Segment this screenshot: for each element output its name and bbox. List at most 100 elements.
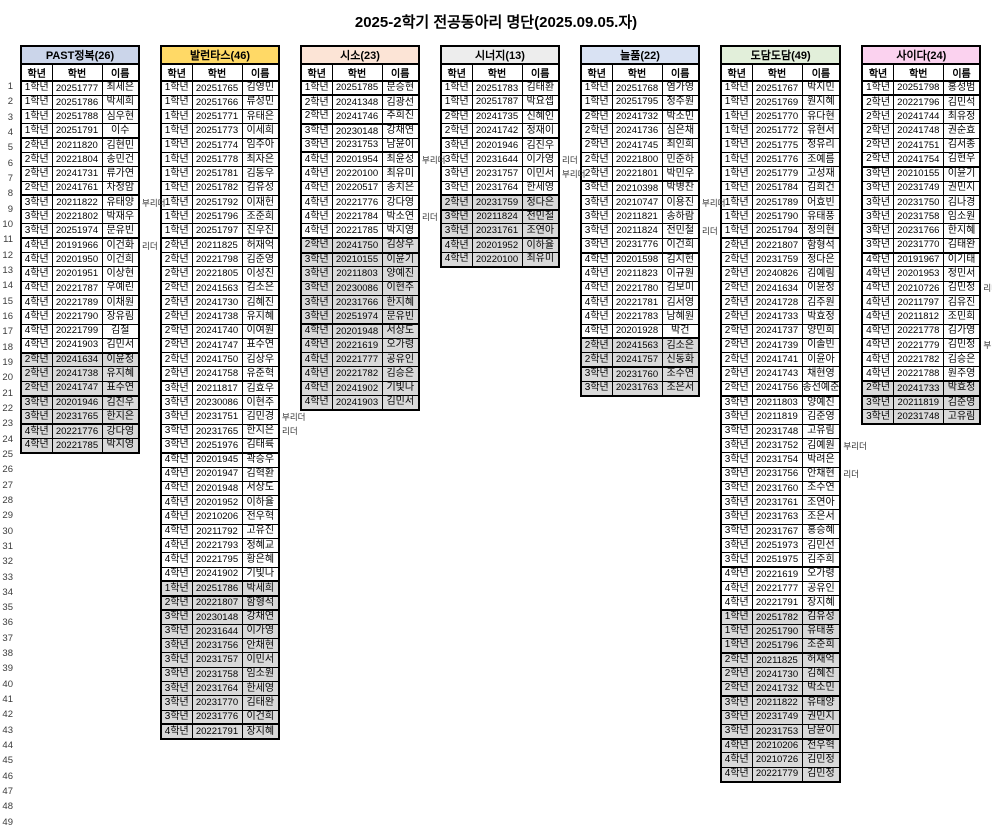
name-cell[interactable]: 이민서 xyxy=(241,652,280,668)
name-cell[interactable]: 서상도 xyxy=(241,480,280,497)
name-cell[interactable]: 이건희 xyxy=(241,709,280,725)
grade-cell[interactable]: 4학년 xyxy=(160,495,193,511)
name-cell[interactable]: 정다은 xyxy=(521,194,560,211)
grade-cell[interactable]: 4학년 xyxy=(20,294,53,311)
student-id-cell[interactable]: 20221785 xyxy=(331,223,383,239)
grade-cell[interactable]: 3학년 xyxy=(720,394,753,411)
grade-cell[interactable]: 1학년 xyxy=(20,80,53,96)
name-cell[interactable]: 임주아 xyxy=(241,137,280,153)
name-cell[interactable]: 송하람 xyxy=(661,209,700,225)
grade-cell[interactable]: 1학년 xyxy=(720,623,753,640)
student-id-cell[interactable]: 20241902 xyxy=(331,380,383,397)
name-cell[interactable]: 김상우 xyxy=(381,237,420,254)
student-id-cell[interactable]: 20220100 xyxy=(331,166,383,182)
student-id-cell[interactable]: 20221807 xyxy=(751,237,803,254)
name-cell[interactable]: 안채현 리더 xyxy=(801,466,859,482)
student-id-cell[interactable]: 20251783 xyxy=(471,80,523,96)
name-cell[interactable]: 이윤정 xyxy=(101,351,140,368)
name-cell[interactable]: 정재이 xyxy=(521,123,560,139)
grade-cell[interactable]: 3학년 xyxy=(440,180,473,196)
grade-cell[interactable]: 3학년 xyxy=(720,694,753,711)
grade-cell[interactable]: 3학년 xyxy=(720,495,753,511)
student-id-cell[interactable]: 20211825 xyxy=(191,237,243,254)
name-cell[interactable]: 송치은 xyxy=(381,180,420,196)
row-number[interactable]: 35 xyxy=(2,602,13,614)
name-cell[interactable]: 강다영 xyxy=(381,194,420,211)
student-id-cell[interactable]: 20211819 xyxy=(751,409,803,425)
club-name-header[interactable]: PAST정복(26) xyxy=(20,45,140,65)
name-cell[interactable]: 남윤이 xyxy=(381,137,420,153)
name-cell[interactable]: 강채연 xyxy=(381,122,420,139)
student-id-cell[interactable]: 20241563 xyxy=(611,337,663,354)
student-id-cell[interactable]: 20251786 xyxy=(51,94,103,111)
name-cell[interactable]: 정혜교 xyxy=(241,537,280,554)
name-cell[interactable]: 김가영 xyxy=(942,323,981,339)
grade-cell[interactable]: 1학년 xyxy=(20,123,53,139)
row-number[interactable]: 31 xyxy=(2,540,13,552)
name-cell[interactable]: 이윤기 xyxy=(381,251,420,268)
grade-cell[interactable]: 2학년 xyxy=(160,594,193,611)
club-name-header[interactable]: 사이다(24) xyxy=(861,45,982,65)
name-cell[interactable]: 문유빈 xyxy=(101,223,140,239)
grade-cell[interactable]: 3학년 xyxy=(20,394,53,411)
student-id-cell[interactable]: 20231748 xyxy=(751,423,803,439)
name-cell[interactable]: 공유인 xyxy=(801,580,841,597)
grade-cell[interactable]: 2학년 xyxy=(20,151,53,168)
student-id-cell[interactable]: 20231770 xyxy=(892,237,944,254)
grade-cell[interactable]: 1학년 xyxy=(160,123,193,139)
name-cell[interactable]: 조준희 xyxy=(801,638,841,654)
name-cell[interactable]: 어효빈 xyxy=(801,194,841,211)
name-cell[interactable]: 이상현 xyxy=(101,266,140,282)
name-cell[interactable]: 김민서 xyxy=(381,395,420,411)
row-number[interactable]: 33 xyxy=(2,571,13,583)
student-id-cell[interactable]: 20231761 xyxy=(471,223,523,239)
name-cell[interactable]: 김예림 xyxy=(801,266,841,282)
student-id-cell[interactable]: 20251791 xyxy=(51,123,103,139)
name-cell[interactable]: 전민철 리더 xyxy=(661,223,718,239)
student-id-cell[interactable]: 20251976 xyxy=(191,437,243,454)
name-cell[interactable]: 김나경 xyxy=(942,194,981,211)
student-id-cell[interactable]: 20231764 xyxy=(471,180,523,196)
grade-cell[interactable]: 3학년 xyxy=(440,166,473,182)
student-id-cell[interactable]: 20231763 xyxy=(751,509,803,525)
name-cell[interactable]: 박건 xyxy=(661,323,700,339)
student-id-cell[interactable]: 20251767 xyxy=(751,80,803,96)
grade-cell[interactable]: 1학년 xyxy=(720,80,753,96)
name-cell[interactable]: 원지혜 xyxy=(801,94,841,111)
student-id-cell[interactable]: 20241738 xyxy=(191,309,243,325)
name-cell[interactable]: 류성민 xyxy=(241,94,280,111)
grade-cell[interactable]: 1학년 xyxy=(160,151,193,168)
grade-cell[interactable]: 3학년 xyxy=(300,294,333,311)
row-number[interactable]: 40 xyxy=(2,678,13,690)
student-id-cell[interactable]: 20231756 xyxy=(191,638,243,654)
row-number[interactable]: 34 xyxy=(2,586,13,598)
grade-cell[interactable]: 1학년 xyxy=(580,94,613,111)
grade-cell[interactable]: 3학년 xyxy=(861,394,894,411)
grade-cell[interactable]: 4학년 xyxy=(160,451,193,468)
student-id-cell[interactable]: 20211821 xyxy=(611,209,663,225)
name-cell[interactable]: 차정암 xyxy=(101,180,140,196)
column-header[interactable]: 학번 xyxy=(331,63,383,82)
grade-cell[interactable]: 4학년 xyxy=(20,437,53,454)
grade-cell[interactable]: 2학년 xyxy=(160,309,193,325)
grade-cell[interactable]: 4학년 xyxy=(300,209,333,225)
student-id-cell[interactable]: 20251790 xyxy=(751,209,803,225)
grade-cell[interactable]: 3학년 xyxy=(720,466,753,482)
grade-cell[interactable]: 3학년 xyxy=(720,723,753,740)
name-cell[interactable]: 김진우 xyxy=(521,137,560,153)
name-cell[interactable]: 김철 xyxy=(101,323,140,339)
name-cell[interactable]: 김희건 xyxy=(801,180,841,196)
column-header[interactable]: 학번 xyxy=(611,63,663,82)
grade-cell[interactable]: 3학년 xyxy=(580,194,613,211)
grade-cell[interactable]: 3학년 xyxy=(300,309,333,325)
grade-cell[interactable]: 2학년 xyxy=(720,252,753,268)
row-number[interactable]: 9 xyxy=(7,203,13,215)
student-id-cell[interactable]: 20231748 xyxy=(892,409,944,425)
grade-cell[interactable]: 4학년 xyxy=(20,266,53,282)
column-header[interactable]: 이름 xyxy=(101,63,140,82)
student-id-cell[interactable]: 20251769 xyxy=(751,94,803,111)
row-number[interactable]: 45 xyxy=(2,755,13,767)
grade-cell[interactable]: 4학년 xyxy=(20,252,53,268)
row-number[interactable]: 3 xyxy=(7,111,13,123)
grade-cell[interactable]: 4학년 xyxy=(300,180,333,196)
